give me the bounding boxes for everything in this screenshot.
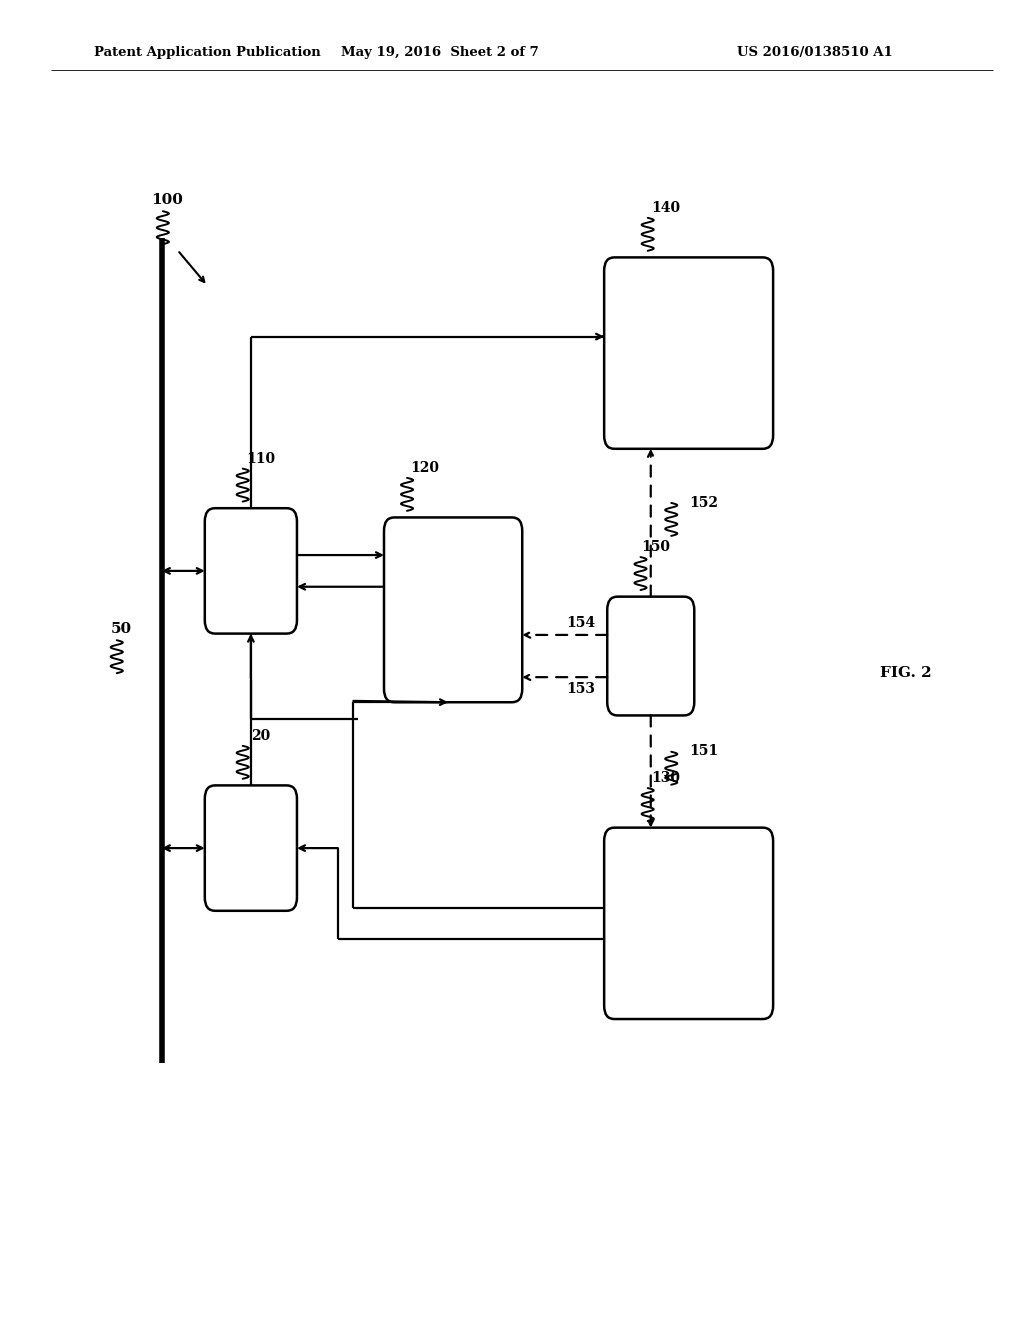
Text: 20: 20	[252, 729, 270, 743]
Text: US 2016/0138510 A1: US 2016/0138510 A1	[737, 46, 893, 59]
Text: Patent Application Publication: Patent Application Publication	[94, 46, 321, 59]
Text: 140: 140	[651, 201, 681, 215]
Text: 150: 150	[641, 540, 671, 554]
Text: 151: 151	[690, 744, 719, 758]
Text: 50: 50	[111, 622, 131, 636]
Text: 152: 152	[690, 495, 719, 510]
Text: May 19, 2016  Sheet 2 of 7: May 19, 2016 Sheet 2 of 7	[341, 46, 540, 59]
Text: 100: 100	[151, 193, 183, 207]
FancyBboxPatch shape	[384, 517, 522, 702]
Text: 154: 154	[566, 615, 595, 630]
Text: 130: 130	[651, 771, 681, 785]
FancyBboxPatch shape	[607, 597, 694, 715]
Text: FIG. 2: FIG. 2	[881, 667, 932, 680]
Text: 153: 153	[566, 682, 595, 697]
FancyBboxPatch shape	[604, 257, 773, 449]
Text: 120: 120	[410, 461, 439, 475]
FancyBboxPatch shape	[205, 785, 297, 911]
FancyBboxPatch shape	[205, 508, 297, 634]
Text: 110: 110	[247, 451, 275, 466]
FancyBboxPatch shape	[604, 828, 773, 1019]
